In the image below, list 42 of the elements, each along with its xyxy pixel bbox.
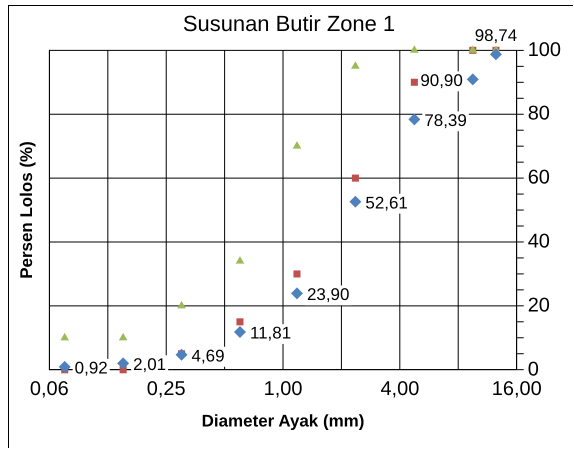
point [410,78,418,86]
y-tick-label: 60 [528,166,550,189]
point [466,73,479,86]
x-axis-title: Diameter Ayak (mm) [202,412,364,431]
data-label: 2,01 [133,355,166,374]
point [117,357,130,370]
point [410,45,419,53]
data-label: 11,81 [250,324,292,343]
data-label: 98,74 [474,26,518,46]
y-tick-label: 0 [528,358,539,380]
data-label: 78,39 [424,111,467,130]
point [290,287,303,300]
data-label: 23,90 [306,285,350,304]
y-tick-label: 40 [528,230,550,252]
data-label: 4,69 [192,346,225,366]
point [408,113,420,126]
point [292,141,302,149]
chart-title: Susunan Butir Zone 1 [182,11,396,36]
point [293,270,301,278]
data-label: 52,61 [365,193,408,212]
point [60,332,70,340]
y-tick-label: 20 [528,294,550,316]
x-tick-label: 16,00 [492,378,542,400]
point [58,360,71,373]
point [351,61,360,69]
x-tick-label: 0,06 [30,378,69,400]
point [236,318,244,326]
y-tick-label: 80 [528,102,550,125]
point [177,300,186,308]
y-axis-title: Persen Lolos (%) [16,141,36,279]
x-tick-label: 0,25 [146,378,186,400]
x-tick-label: 1,00 [264,378,302,400]
point [234,326,246,338]
point [118,332,128,340]
point [236,256,244,264]
y-tick-label: 100 [528,38,561,61]
point [352,174,359,182]
data-label: 90,90 [420,71,463,90]
x-tick-label: 4,00 [380,378,420,400]
point [176,348,188,361]
data-label: 0,92 [74,358,108,378]
point [349,196,362,208]
